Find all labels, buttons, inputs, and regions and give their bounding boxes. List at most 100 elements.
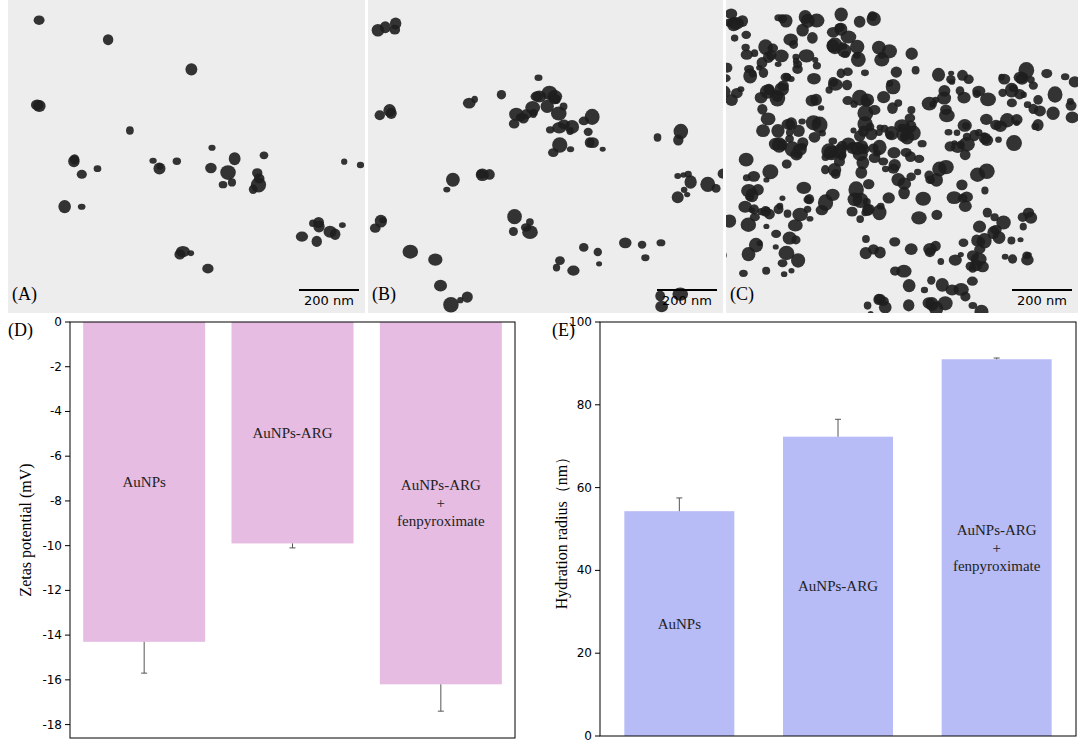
bar bbox=[232, 322, 354, 543]
y-axis-title: Zetas potential (mV) bbox=[17, 463, 35, 596]
particle bbox=[77, 170, 87, 179]
particle bbox=[1014, 71, 1029, 83]
particle bbox=[531, 91, 543, 101]
particle bbox=[851, 52, 866, 67]
particle bbox=[386, 108, 397, 119]
particle bbox=[921, 287, 928, 294]
bar-chart: AuNPsAuNPs-ARGAuNPs-ARG+fenpyroximate020… bbox=[552, 315, 1076, 743]
y-tick-label: 40 bbox=[577, 563, 592, 577]
particle bbox=[1067, 98, 1074, 105]
y-tick-label: 80 bbox=[577, 398, 592, 412]
particle bbox=[390, 17, 401, 29]
particle bbox=[886, 80, 893, 87]
particle bbox=[781, 271, 787, 277]
particle bbox=[737, 15, 748, 27]
error-bar bbox=[835, 419, 841, 436]
particle bbox=[534, 74, 542, 80]
particle bbox=[771, 230, 781, 238]
tem-panel: (B)200 nm bbox=[368, 0, 729, 313]
particle bbox=[1022, 252, 1031, 260]
particle bbox=[925, 247, 935, 257]
particles bbox=[370, 17, 723, 312]
y-tick bbox=[595, 653, 600, 654]
particle bbox=[434, 280, 447, 292]
category-label: AuNPs bbox=[122, 474, 166, 490]
particle bbox=[914, 155, 924, 163]
particle bbox=[763, 177, 769, 182]
particle bbox=[887, 147, 900, 158]
particle bbox=[983, 208, 992, 218]
particle bbox=[746, 188, 759, 202]
particle bbox=[861, 70, 869, 77]
particle bbox=[862, 235, 870, 243]
particle bbox=[741, 31, 751, 39]
particle bbox=[824, 146, 840, 161]
particle bbox=[954, 130, 961, 137]
particle bbox=[859, 144, 870, 154]
scale-bar bbox=[299, 289, 359, 291]
particle bbox=[998, 74, 1010, 85]
plot-frame bbox=[70, 322, 515, 738]
particle bbox=[828, 163, 842, 177]
particle bbox=[208, 145, 215, 151]
y-tick bbox=[595, 736, 600, 737]
particle bbox=[584, 128, 593, 136]
error-line bbox=[144, 642, 145, 673]
particle bbox=[885, 126, 899, 140]
y-tick-label: -6 bbox=[50, 449, 62, 463]
error-bar bbox=[290, 543, 296, 547]
particle bbox=[428, 253, 442, 265]
tem-background bbox=[726, 0, 1078, 313]
particle bbox=[945, 129, 953, 135]
particle bbox=[522, 225, 538, 239]
particle bbox=[958, 119, 972, 132]
particle bbox=[852, 90, 868, 106]
particle bbox=[905, 151, 916, 162]
category-label: AuNPs-ARG bbox=[252, 425, 332, 441]
particle bbox=[1005, 83, 1019, 98]
tem-background bbox=[368, 0, 723, 313]
bar bbox=[83, 322, 205, 642]
particle bbox=[260, 151, 269, 159]
particle bbox=[867, 311, 873, 313]
particle bbox=[587, 137, 599, 148]
y-tick bbox=[65, 366, 70, 367]
particle bbox=[731, 88, 743, 98]
particle bbox=[58, 200, 71, 213]
particle bbox=[380, 21, 391, 33]
particle bbox=[995, 137, 1002, 143]
particle bbox=[829, 137, 838, 144]
particle bbox=[796, 182, 811, 194]
particle bbox=[877, 91, 890, 103]
category-label: AuNPs-ARG+fenpyroximate bbox=[953, 522, 1041, 574]
particle bbox=[1027, 76, 1034, 83]
particle bbox=[462, 291, 473, 302]
particle bbox=[841, 51, 850, 58]
particle bbox=[1002, 254, 1009, 260]
particle bbox=[906, 125, 921, 140]
particle bbox=[873, 150, 881, 157]
particle bbox=[379, 217, 386, 223]
particle bbox=[1041, 69, 1052, 78]
tem-background bbox=[8, 0, 365, 313]
particle bbox=[780, 14, 793, 27]
particle bbox=[828, 79, 843, 91]
particle bbox=[847, 207, 858, 217]
bar bbox=[380, 322, 502, 684]
category-label-line: fenpyroximate bbox=[953, 558, 1041, 574]
y-tick-label: -14 bbox=[42, 628, 62, 642]
y-tick bbox=[595, 487, 600, 488]
particle bbox=[990, 120, 1002, 130]
particle bbox=[787, 76, 794, 82]
particle bbox=[818, 105, 824, 110]
panel-label: (B) bbox=[372, 284, 396, 305]
y-tick-label: -16 bbox=[42, 673, 62, 687]
particle bbox=[726, 74, 731, 82]
y-tick bbox=[595, 404, 600, 405]
particle bbox=[773, 244, 779, 249]
particle bbox=[202, 264, 213, 274]
y-tick-label: -2 bbox=[50, 360, 62, 374]
particle bbox=[882, 166, 889, 172]
particle bbox=[312, 236, 322, 247]
particle bbox=[827, 38, 843, 55]
